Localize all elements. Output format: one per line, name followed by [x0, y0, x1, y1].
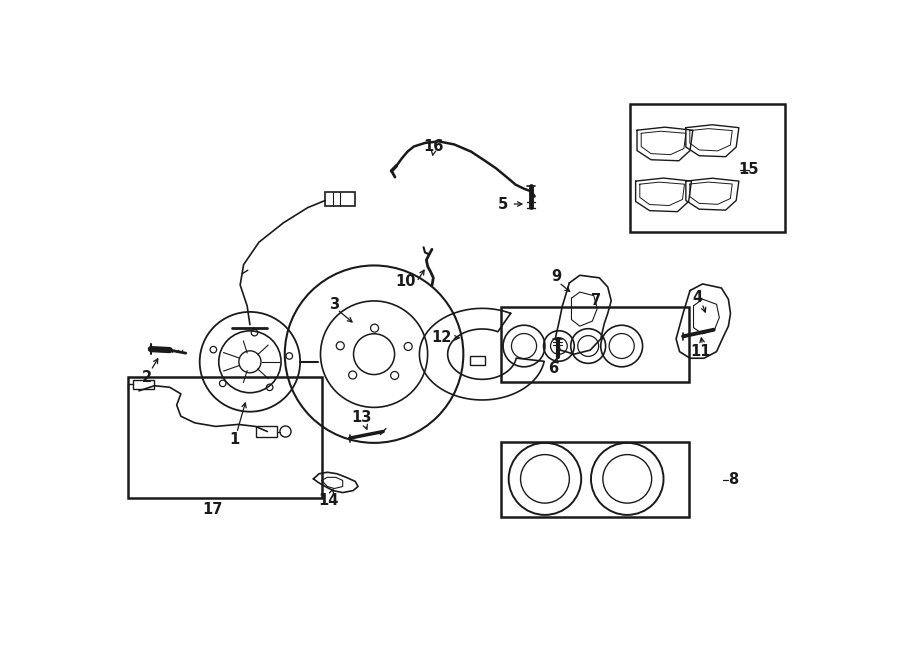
Bar	[470, 356, 485, 366]
Text: 10: 10	[395, 274, 416, 290]
Text: 11: 11	[690, 344, 711, 359]
Text: 7: 7	[590, 293, 601, 308]
Text: 3: 3	[329, 297, 339, 312]
Bar	[501, 442, 689, 517]
Text: 6: 6	[548, 361, 558, 376]
Bar	[325, 192, 356, 206]
Text: 16: 16	[423, 139, 444, 154]
Text: 8: 8	[728, 473, 738, 487]
Text: 9: 9	[552, 269, 562, 284]
Bar	[128, 377, 322, 498]
Text: 13: 13	[351, 410, 372, 425]
Text: 12: 12	[431, 330, 452, 346]
Text: 1: 1	[230, 432, 239, 447]
Bar	[133, 379, 155, 389]
Bar	[630, 104, 785, 232]
Text: 2: 2	[142, 369, 152, 385]
Text: 15: 15	[738, 163, 759, 177]
Text: 17: 17	[202, 502, 222, 517]
Bar	[501, 307, 689, 382]
Text: 14: 14	[319, 492, 339, 508]
Bar	[256, 426, 277, 437]
Text: 5: 5	[498, 196, 508, 212]
Text: 4: 4	[692, 290, 702, 305]
